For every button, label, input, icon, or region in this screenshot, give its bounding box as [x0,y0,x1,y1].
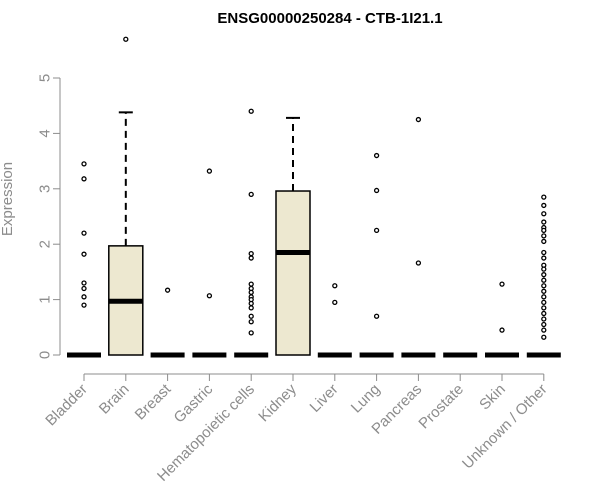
outlier-point [541,299,547,306]
outlier-point [541,294,547,300]
outlier-point [541,277,547,283]
outlier-point [206,293,213,299]
outlier-point [499,281,505,287]
x-tick-label: Skin [476,381,509,414]
outlier-point [541,227,547,234]
x-tick-label: Prostate [415,381,467,433]
outlier-point [332,283,338,289]
x-tick-label: Kidney [255,380,300,425]
chart-title: ENSG00000250284 - CTB-1I21.1 [217,10,442,27]
y-tick-label: 1 [37,295,54,303]
box-kidney [275,116,311,356]
x-tick-label: Liver [307,381,342,416]
outlier-point [499,327,505,333]
box-liver [317,283,352,358]
box-unknown-other [526,194,561,358]
outlier-point [373,227,380,234]
box-brain [108,36,144,356]
outlier-point [541,202,547,209]
box-iqr [275,190,311,356]
outlier-point [373,187,380,194]
outlier-point [248,300,254,307]
x-tick-label: Breast [132,380,175,423]
outlier-point [541,194,547,200]
box-bladder [67,161,101,358]
outlier-point [248,319,254,325]
box-pancreas [401,116,436,358]
outlier-point [123,36,129,42]
y-tick-label: 3 [37,185,54,193]
outlier-point [541,249,547,256]
outlier-point [541,211,547,217]
x-tick-label: Bladder [42,381,91,430]
box-breast [150,287,185,358]
outlier-point [248,330,254,336]
outlier-point [248,305,254,311]
outlier-point [248,281,254,287]
outlier-point [541,266,547,272]
outlier-point [81,230,87,236]
outlier-point [541,334,547,340]
outlier-point [248,313,254,319]
y-tick-label: 0 [37,351,54,359]
outlier-point [248,250,254,257]
outlier-point [81,302,87,308]
box-gastric [192,168,227,358]
outlier-point [541,327,547,333]
box-skin [485,281,519,358]
y-axis: 0 1 2 3 4 5 [37,74,61,359]
outlier-point [541,305,547,311]
outlier-point [541,255,547,261]
outlier-point [541,238,547,245]
outlier-point [541,310,547,317]
outlier-point [373,152,380,159]
outlier-point [81,161,87,167]
outlier-point [541,321,547,328]
outlier-point [332,299,338,306]
x-tick-label: Lung [348,381,384,417]
box-lung [359,152,394,358]
outlier-point [541,272,547,278]
outlier-point [541,219,547,225]
outlier-point [541,283,547,289]
outlier-point [248,191,254,197]
outlier-point [248,255,254,261]
x-tick-label: Brain [96,381,133,418]
outlier-point [541,288,547,294]
outlier-point [81,285,87,292]
outlier-point [415,260,422,266]
boxes-group [67,36,561,358]
outlier-point [541,233,547,239]
outlier-point [373,313,380,319]
outlier-point [81,176,87,182]
outlier-point [541,316,547,322]
outlier-point [206,168,213,174]
outlier-point [248,289,254,296]
outlier-point [81,251,87,257]
outlier-point [248,108,254,114]
box-hematopoietic-cells [234,108,269,358]
y-tick-label: 2 [37,240,54,248]
y-tick-label: 5 [37,74,54,82]
y-axis-label: Expression [0,162,16,236]
outlier-point [81,280,87,286]
outlier-point [415,116,422,123]
y-tick-label: 4 [37,129,54,137]
outlier-point [81,294,87,300]
outlier-point [164,287,171,293]
